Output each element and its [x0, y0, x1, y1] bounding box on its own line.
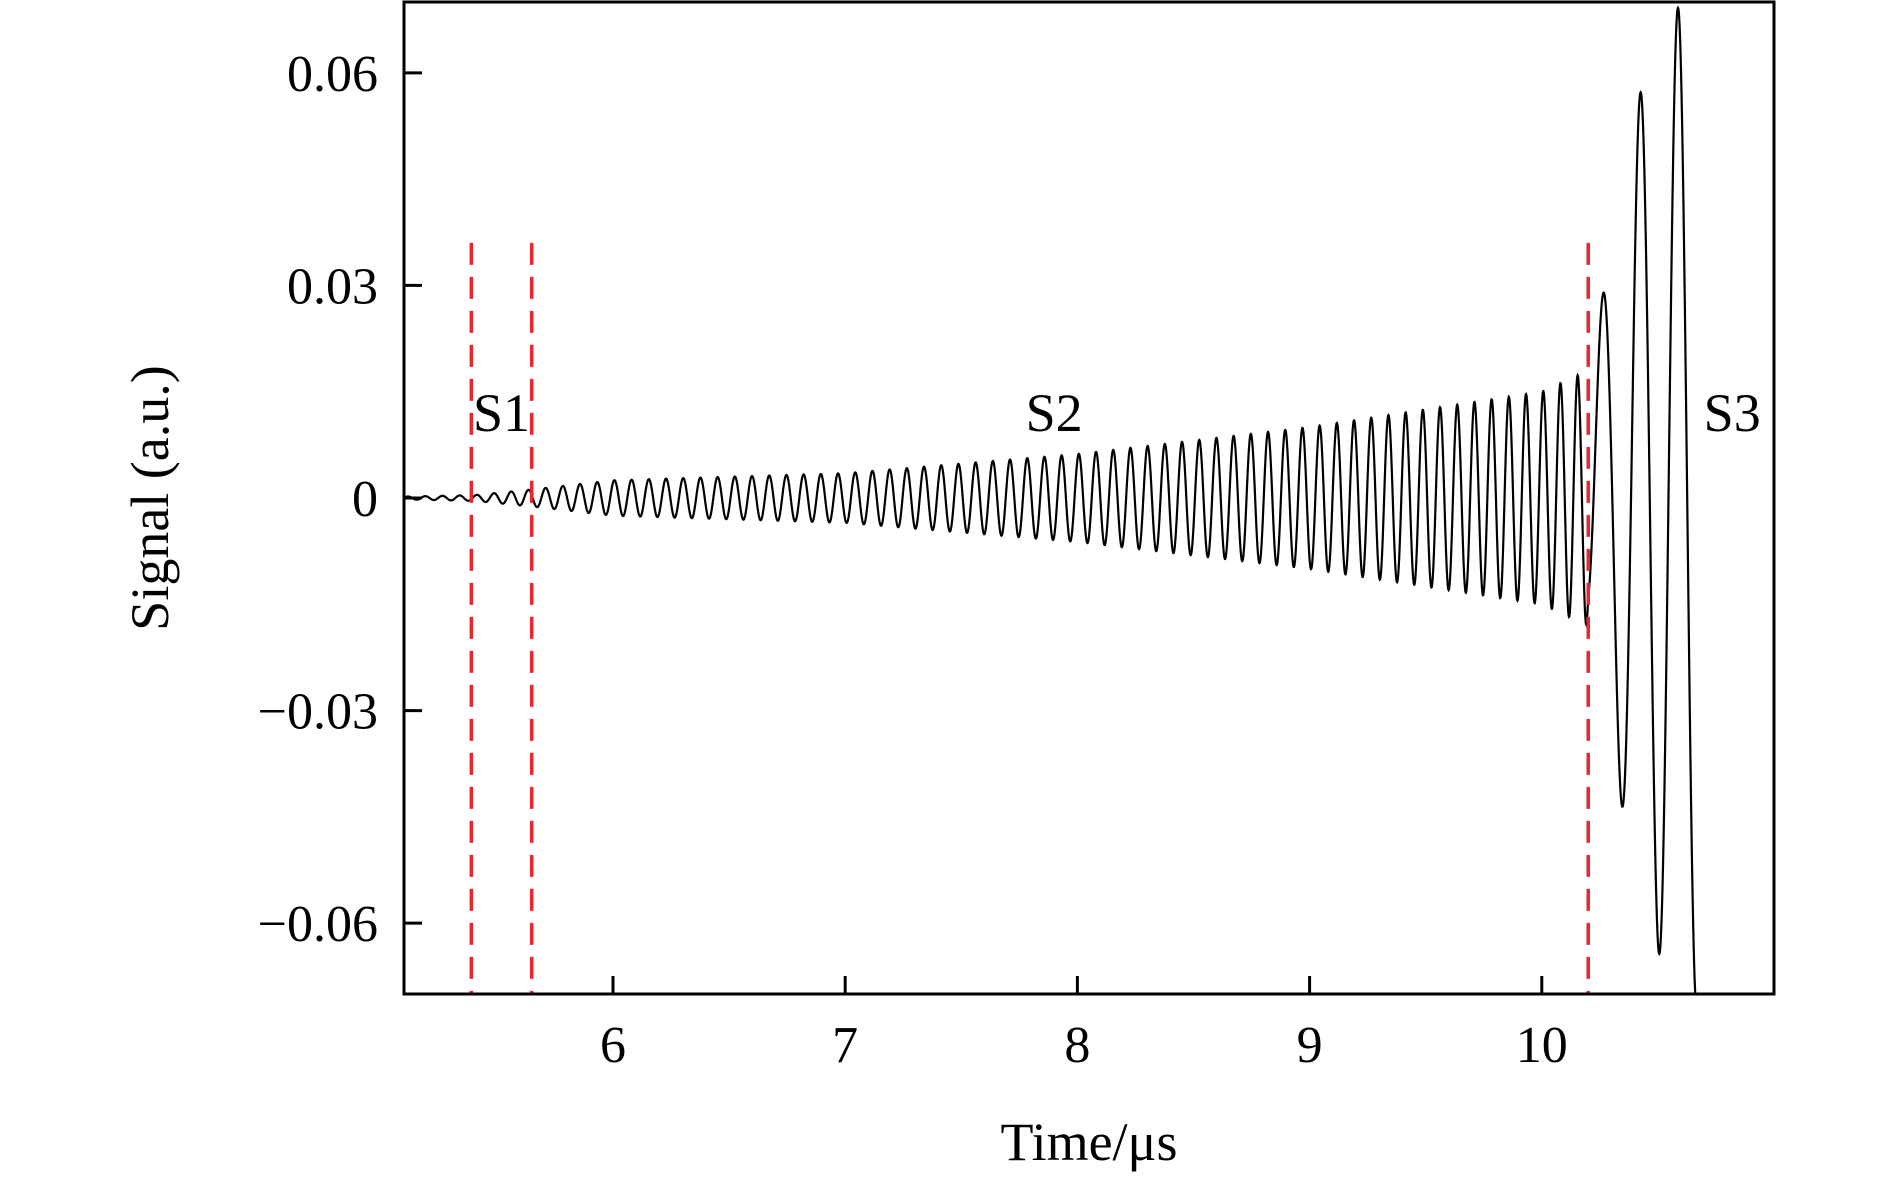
y-axis-title: Signal (a.u.)	[120, 365, 180, 630]
signal-line-layer	[404, 5, 1697, 994]
x-tick-label: 6	[600, 1017, 626, 1074]
x-tick-label: 7	[832, 1017, 858, 1074]
region-label-1: S1	[473, 383, 530, 443]
signal-trace	[404, 5, 1697, 994]
x-tick-label: 8	[1064, 1017, 1090, 1074]
x-tick-label: 9	[1297, 1017, 1323, 1074]
x-axis-title: Time/μs	[1000, 1112, 1177, 1172]
x-axis-ticks: 6 7 8 9 10	[600, 976, 1568, 1074]
x-tick-label: 10	[1516, 1017, 1568, 1074]
y-axis-ticks: 0.06 0.03 0 −0.03 −0.06	[258, 46, 422, 953]
region-annotations: S1 S2 S3	[473, 383, 1761, 443]
y-tick-label: 0.06	[287, 46, 378, 103]
y-tick-label: −0.06	[258, 896, 378, 953]
boundary-lines-layer	[469, 242, 1590, 994]
y-tick-label: 0.03	[287, 258, 378, 315]
region-label-3: S3	[1704, 383, 1761, 443]
region-label-2: S2	[1026, 383, 1083, 443]
y-tick-label: 0	[352, 471, 378, 528]
y-tick-label: −0.03	[258, 684, 378, 741]
